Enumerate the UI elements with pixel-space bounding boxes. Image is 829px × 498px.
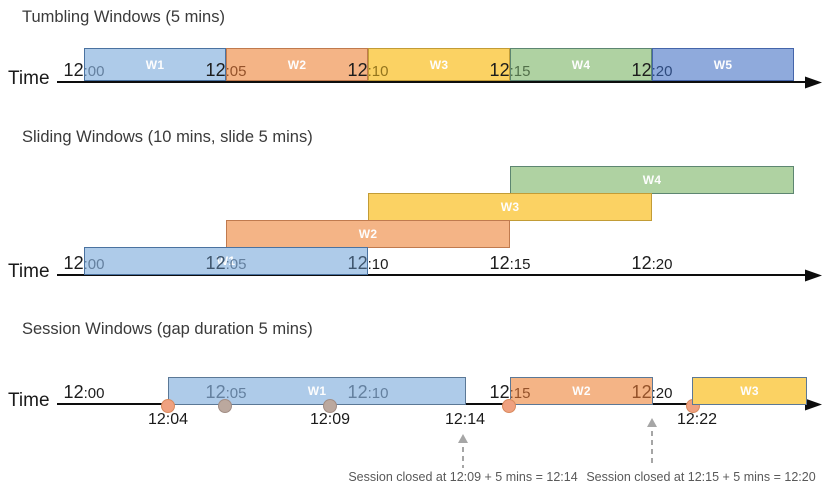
event-dot: [323, 399, 337, 413]
session-window-w1: W1: [168, 377, 466, 405]
tumbling-tick-1215: 12:15: [489, 60, 531, 80]
window-label: W1: [145, 57, 165, 72]
tumbling-window-w2: W2: [226, 48, 368, 81]
session-tick-1200: 12:00: [63, 382, 105, 402]
event-dot: [502, 399, 516, 413]
session-tick-1215: 12:15: [489, 382, 531, 402]
window-label: W4: [642, 173, 662, 187]
sliding-window-w2: W2: [226, 220, 510, 248]
tumbling-window-w1: W1: [84, 48, 226, 81]
event-dot: [161, 399, 175, 413]
window-label: W4: [571, 57, 591, 72]
window-label: W3: [500, 200, 520, 214]
sliding-tick-1200: 12:00: [63, 253, 105, 273]
sliding-window-w1: W1: [84, 247, 368, 275]
event-time-label: 12:22: [676, 411, 718, 428]
session-time-axis-label: Time: [8, 390, 50, 411]
tumbling-window-w5: W5: [652, 48, 794, 81]
session-timeline-arrowhead: [805, 398, 822, 411]
up-arrow-icon: [647, 418, 657, 466]
tumbling-timeline-arrowhead: [805, 76, 822, 89]
up-arrow-icon: [458, 434, 468, 468]
session-tick-1220: 12:20: [631, 382, 673, 402]
event-time-label: 12:09: [309, 411, 351, 428]
sliding-time-axis-label: Time: [8, 261, 50, 282]
session-close-annotation: Session closed at 12:09 + 5 mins = 12:14: [348, 470, 578, 484]
tumbling-window-w4: W4: [510, 48, 652, 81]
window-label: W2: [358, 227, 378, 241]
tumbling-title: Tumbling Windows (5 mins): [22, 8, 225, 26]
session-window-w2: W2: [510, 377, 653, 405]
sliding-timeline-arrowhead: [805, 269, 822, 282]
session-title: Session Windows (gap duration 5 mins): [22, 320, 313, 338]
sliding-window-w4: W4: [510, 166, 794, 194]
window-label: W2: [287, 57, 307, 72]
tumbling-tick-1205: 12:05: [205, 60, 247, 80]
session-close-time-label: 12:14: [444, 411, 486, 428]
event-dot: [218, 399, 232, 413]
sliding-tick-1220: 12:20: [631, 253, 673, 273]
tumbling-timeline: [57, 81, 806, 83]
window-label: W1: [307, 384, 327, 398]
sliding-title: Sliding Windows (10 mins, slide 5 mins): [22, 128, 313, 146]
tumbling-window-w3: W3: [368, 48, 510, 81]
window-label: W3: [740, 384, 759, 398]
window-label: W5: [713, 57, 733, 72]
window-label: W2: [572, 384, 591, 398]
sliding-tick-1205: 12:05: [205, 253, 247, 273]
tumbling-tick-1210: 12:10: [347, 60, 389, 80]
tumbling-tick-1220: 12:20: [631, 60, 673, 80]
sliding-tick-1210: 12:10: [347, 253, 389, 273]
sliding-timeline: [57, 274, 806, 276]
window-label: W1: [216, 254, 236, 268]
window-label: W3: [429, 57, 449, 72]
session-tick-1210: 12:10: [347, 382, 389, 402]
sliding-tick-1215: 12:15: [489, 253, 531, 273]
tumbling-tick-1200: 12:00: [63, 60, 105, 80]
event-time-label: 12:04: [147, 411, 189, 428]
sliding-window-w3: W3: [368, 193, 652, 221]
tumbling-time-axis-label: Time: [8, 68, 50, 89]
session-close-annotation: Session closed at 12:15 + 5 mins = 12:20: [586, 470, 816, 484]
session-window-w3: W3: [692, 377, 807, 405]
session-tick-1205: 12:05: [205, 382, 247, 402]
